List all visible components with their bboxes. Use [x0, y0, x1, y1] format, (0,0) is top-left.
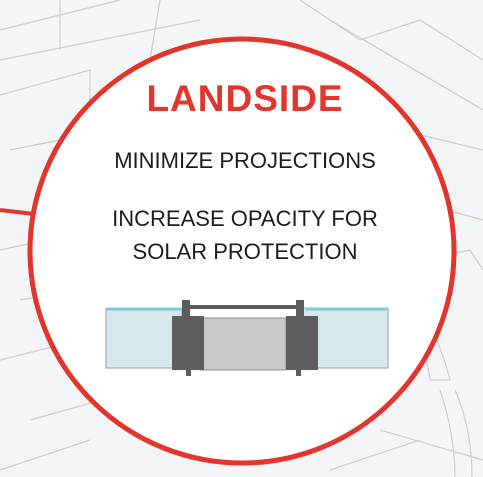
- facade-section-detail: [105, 300, 389, 376]
- strategy-minimize-projections: MINIMIZE PROJECTIONS: [114, 148, 376, 173]
- strategy-increase-opacity: INCREASE OPACITY FOR SOLAR PROTECTION: [40, 202, 450, 268]
- cover-plate: [190, 305, 296, 309]
- opaque-panel: [199, 317, 287, 371]
- strategy-line-1: INCREASE OPACITY FOR: [112, 206, 378, 231]
- mullion-right: [296, 300, 304, 316]
- strategy-line-2: SOLAR PROTECTION: [132, 239, 358, 264]
- glass-pane-left: [105, 307, 183, 369]
- mullion-left: [182, 300, 190, 316]
- section-title: LANDSIDE: [146, 78, 344, 119]
- callout-leader: [0, 208, 35, 216]
